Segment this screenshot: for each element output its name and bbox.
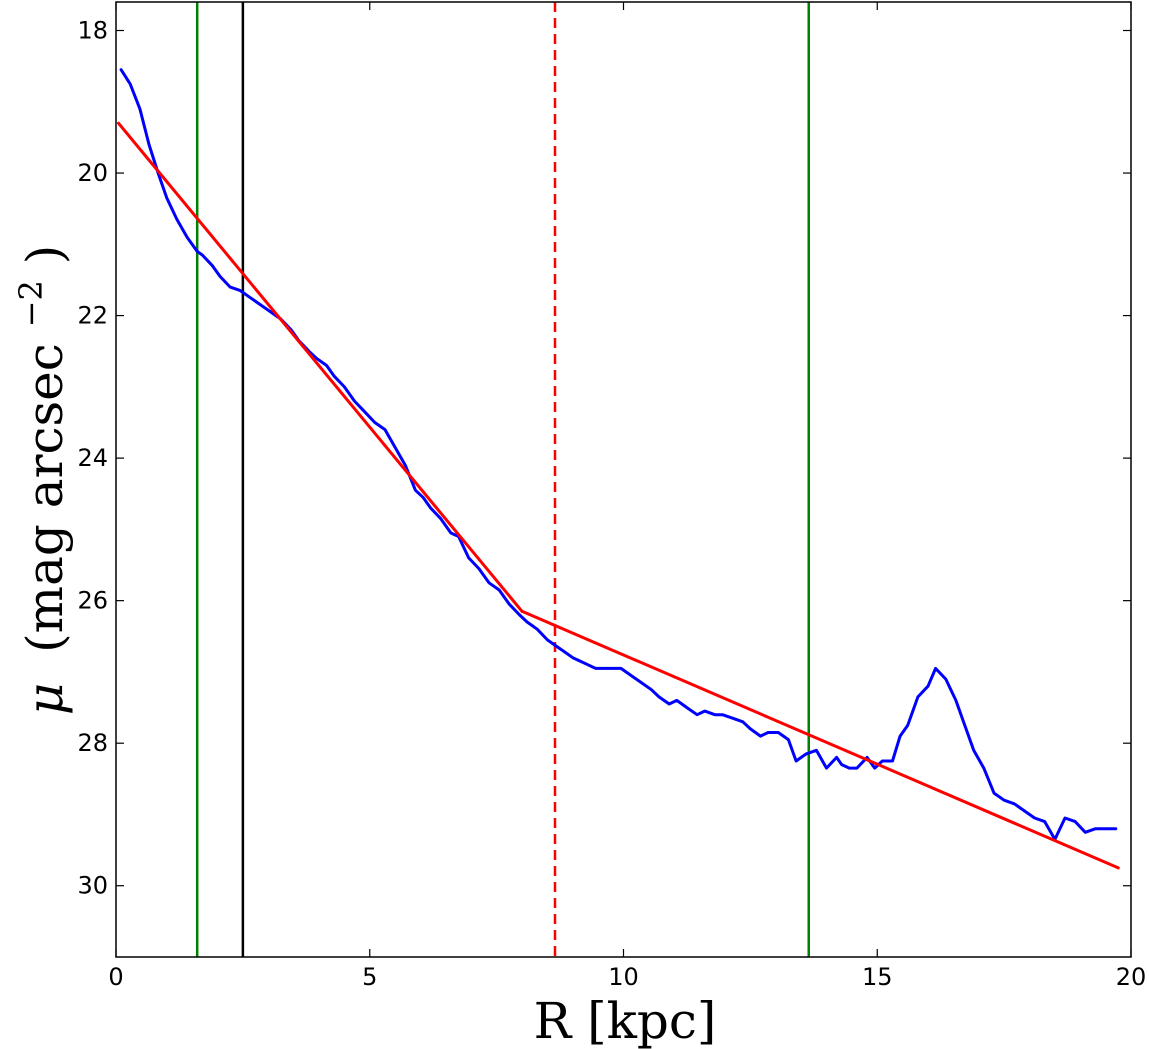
- x-tick-label: 5: [362, 963, 377, 991]
- y-axis-symbol: μ: [16, 683, 74, 716]
- plot-frame: [115, 1, 1132, 958]
- y-tick-label: 30: [77, 872, 108, 900]
- y-axis-label: μ (mag arcsec −2 ): [0, 245, 74, 716]
- y-axis-unit-close: ): [16, 245, 74, 265]
- x-tick-label: 15: [862, 963, 893, 991]
- y-tick-label: 18: [77, 17, 108, 45]
- y-axis-unit-open: (mag arcsec: [16, 343, 74, 653]
- ticks-layer: 0 5 10 15 20 18 20 22 24 26 28 30: [77, 2, 1146, 991]
- x-tick-label: 10: [608, 963, 639, 991]
- y-tick-label: 20: [77, 159, 108, 187]
- x-tick-label: 20: [1116, 963, 1147, 991]
- y-tick-label: 26: [77, 587, 108, 615]
- outer-fit-line: [520, 609, 1120, 870]
- y-tick-label: 22: [77, 302, 108, 330]
- plot-lines-layer: [117, 2, 1120, 957]
- y-tick-label: 28: [77, 729, 108, 757]
- inner-fit-line: [117, 121, 524, 613]
- profile-line: [119, 68, 1118, 841]
- x-axis-label: R [kpc]: [534, 992, 717, 1049]
- y-tick-label: 24: [77, 444, 108, 472]
- y-axis-unit-exponent: −2: [12, 280, 50, 327]
- x-tick-label: 0: [108, 963, 123, 991]
